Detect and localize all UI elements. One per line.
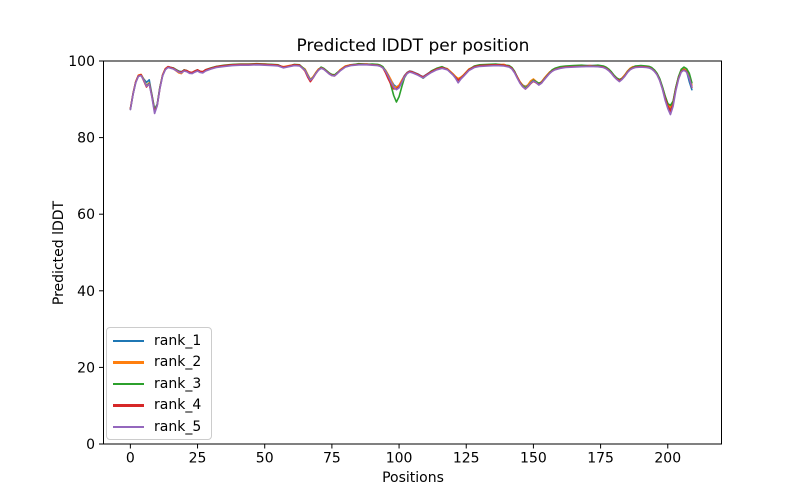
x-tick-label: 100: [386, 451, 413, 467]
legend-line-icon: [113, 339, 144, 342]
x-tick-label: 50: [256, 451, 274, 467]
legend-entry-rank_1: rank_1: [107, 330, 211, 352]
x-tick-label: 200: [654, 451, 681, 467]
chart-title: Predicted lDDT per position: [296, 36, 530, 56]
plot-border: [103, 60, 722, 445]
legend-entry-rank_3: rank_3: [107, 373, 211, 395]
legend-label: rank_3: [154, 375, 202, 392]
x-tick-label: 175: [587, 451, 614, 467]
legend-entry-rank_4: rank_4: [107, 395, 211, 417]
y-tick-label: 60: [77, 207, 95, 223]
x-tick-label: 150: [520, 451, 547, 467]
y-tick-label: 80: [77, 131, 95, 147]
legend-line-icon: [113, 361, 144, 364]
legend: rank_1 rank_2 rank_3 rank_4 rank_5: [106, 327, 212, 440]
x-tick-label: 75: [323, 451, 341, 467]
series-line-rank_5: [129, 64, 693, 116]
y-tick-label: 0: [86, 437, 95, 453]
legend-label: rank_5: [154, 418, 202, 435]
legend-entry-rank_5: rank_5: [107, 416, 211, 438]
x-tick-label: 125: [453, 451, 480, 467]
x-tick-label: 0: [126, 451, 135, 467]
legend-entry-rank_2: rank_2: [107, 352, 211, 374]
legend-line-icon: [113, 404, 144, 407]
x-tick-label: 25: [189, 451, 207, 467]
y-tick-label: 100: [68, 54, 95, 70]
y-tick-label: 20: [77, 360, 95, 376]
y-axis-label: Predicted lDDT: [51, 200, 67, 306]
legend-label: rank_2: [154, 354, 202, 371]
legend-line-icon: [113, 425, 144, 428]
legend-line-icon: [113, 382, 144, 385]
legend-label: rank_1: [154, 332, 202, 349]
series-line-rank_4: [129, 63, 693, 113]
y-tick-label: 40: [77, 284, 95, 300]
legend-label: rank_4: [154, 397, 202, 414]
x-axis-label: Positions: [382, 470, 444, 486]
